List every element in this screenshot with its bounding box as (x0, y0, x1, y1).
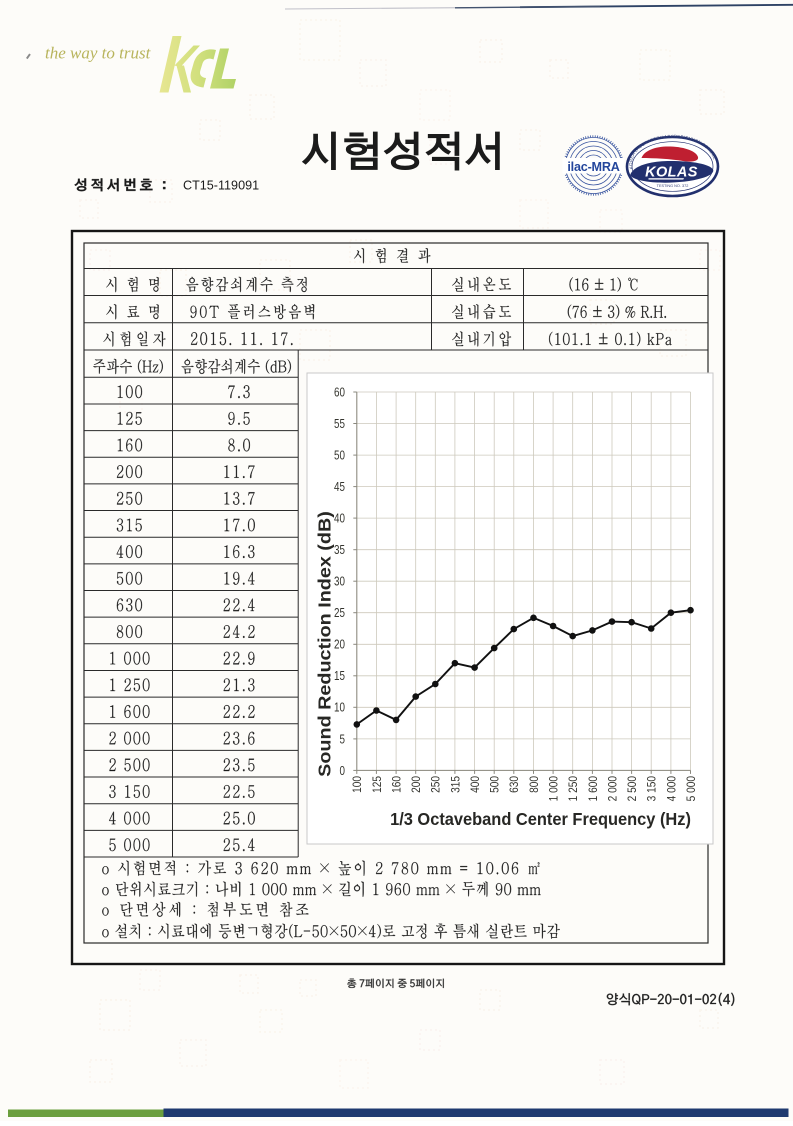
svg-text:20: 20 (334, 639, 345, 652)
svg-text:4 000: 4 000 (666, 776, 679, 801)
svg-text:630: 630 (509, 776, 522, 793)
svg-text:500: 500 (489, 776, 502, 793)
svg-text:TESTING NO. 372: TESTING NO. 372 (657, 184, 689, 188)
svg-text:ilac-MRA: ilac-MRA (567, 160, 619, 174)
svg-text:35: 35 (334, 544, 345, 557)
svg-text:the way to trust: the way to trust (45, 44, 152, 63)
svg-text:60: 60 (334, 386, 345, 399)
svg-text:200: 200 (411, 776, 424, 793)
svg-text:5: 5 (340, 733, 345, 746)
svg-text:0: 0 (340, 765, 345, 778)
svg-text:100: 100 (352, 776, 365, 793)
svg-text:2 500: 2 500 (626, 776, 639, 801)
svg-text:10: 10 (334, 702, 345, 715)
svg-text:2 000: 2 000 (607, 776, 620, 801)
svg-text:50: 50 (334, 449, 345, 462)
svg-text:800: 800 (528, 776, 541, 793)
svg-text:25: 25 (334, 607, 345, 620)
svg-text:KOLAS: KOLAS (645, 164, 698, 180)
svg-text:1 000: 1 000 (548, 776, 561, 801)
svg-text:1 250: 1 250 (568, 776, 581, 801)
svg-text:Sound Reduction Index (dB): Sound Reduction Index (dB) (315, 511, 335, 777)
svg-text:125: 125 (371, 776, 384, 793)
svg-text:45: 45 (334, 481, 345, 494)
svg-text:250: 250 (430, 776, 443, 793)
svg-text:315: 315 (450, 776, 463, 793)
svg-text:55: 55 (334, 418, 345, 431)
svg-text:160: 160 (391, 776, 404, 793)
svg-text:1/3 Octaveband Center Frequenc: 1/3 Octaveband Center Frequency (Hz) (390, 810, 691, 829)
svg-text:15: 15 (334, 670, 345, 683)
svg-text:1 600: 1 600 (587, 776, 600, 801)
svg-text:CT15-119091: CT15-119091 (183, 179, 259, 193)
svg-text:400: 400 (469, 776, 482, 793)
svg-text:40: 40 (334, 512, 345, 525)
svg-text:5 000: 5 000 (685, 776, 698, 801)
svg-text:30: 30 (334, 576, 345, 589)
svg-text:3 150: 3 150 (646, 776, 659, 801)
